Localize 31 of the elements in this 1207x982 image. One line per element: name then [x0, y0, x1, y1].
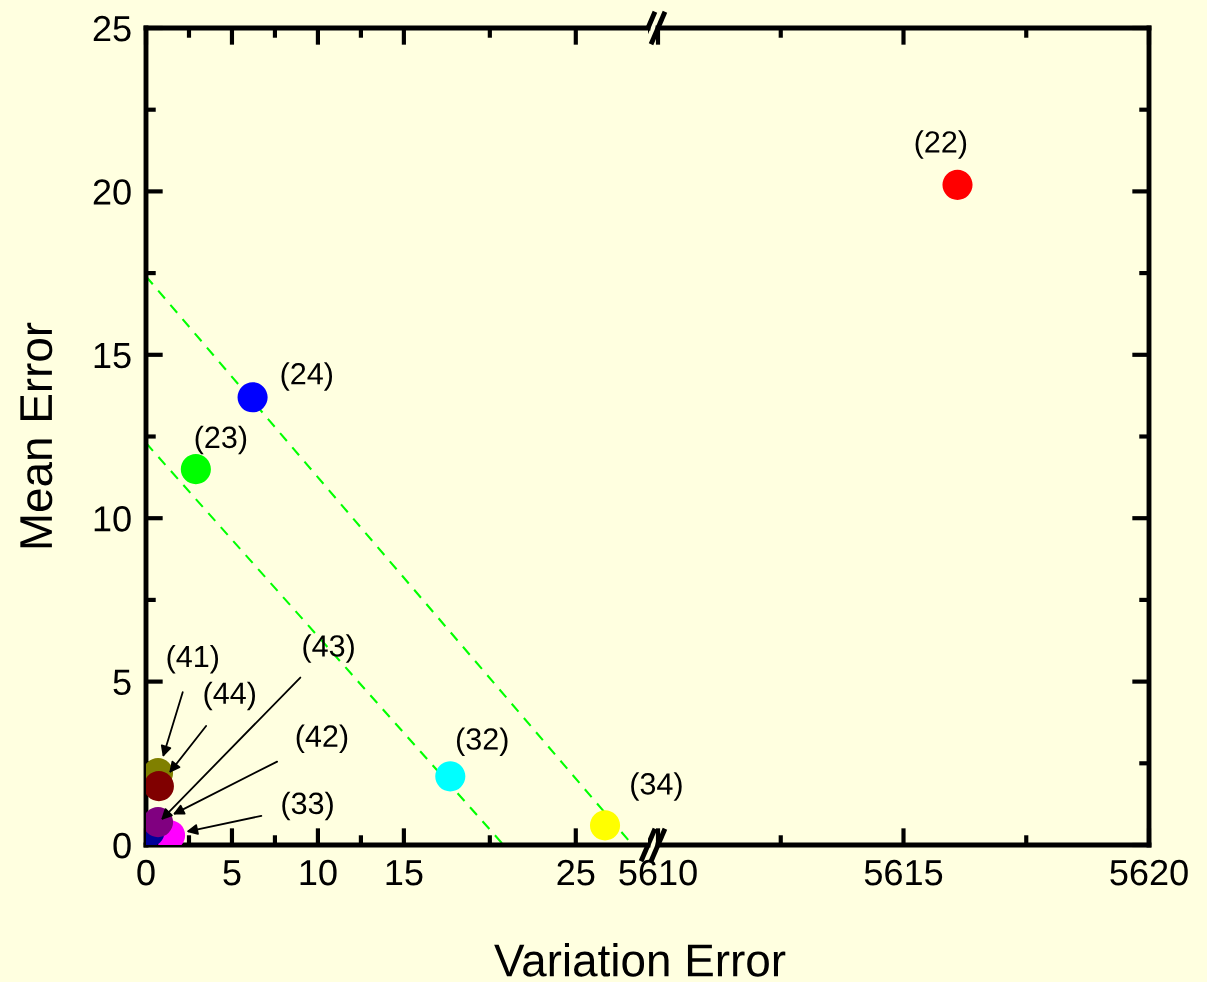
y-tick-label: 20 [93, 179, 131, 205]
x-tick-label: 5 [223, 860, 241, 886]
point [180, 454, 211, 485]
series-label: (24) [281, 362, 333, 391]
y-tick-label: 15 [94, 343, 131, 369]
y-tick-label: 10 [94, 506, 131, 532]
x-tick-label: 15 [386, 860, 423, 886]
y-tick-label: 0 [113, 832, 131, 859]
x-tick-label: 0 [137, 859, 155, 886]
point [237, 382, 268, 413]
x-tick-label: 25 [557, 859, 595, 886]
x-axis-title: Variation Error [494, 943, 786, 977]
text: (43) [303, 634, 354, 663]
text: (44) [204, 681, 255, 711]
y-tick-label: 5 [113, 669, 131, 696]
x-tick-label: 5615 [864, 859, 943, 886]
series-label: (23) [195, 425, 247, 455]
point [589, 810, 621, 841]
text: (33) [282, 791, 333, 821]
series-label: (34) [631, 772, 682, 801]
point [435, 761, 466, 792]
y-tick-label: 25 [93, 15, 131, 42]
point [146, 771, 174, 802]
x-tick-label: 5610 [619, 859, 697, 886]
x-tick-label: 10 [300, 859, 337, 886]
x-tick-label: 5620 [1110, 859, 1188, 886]
y-axis-title: Mean Error [20, 322, 53, 548]
text: (42) [296, 724, 348, 754]
series-label: (22) [915, 130, 967, 159]
text: (41) [167, 644, 219, 674]
series-label: (32) [456, 727, 508, 756]
